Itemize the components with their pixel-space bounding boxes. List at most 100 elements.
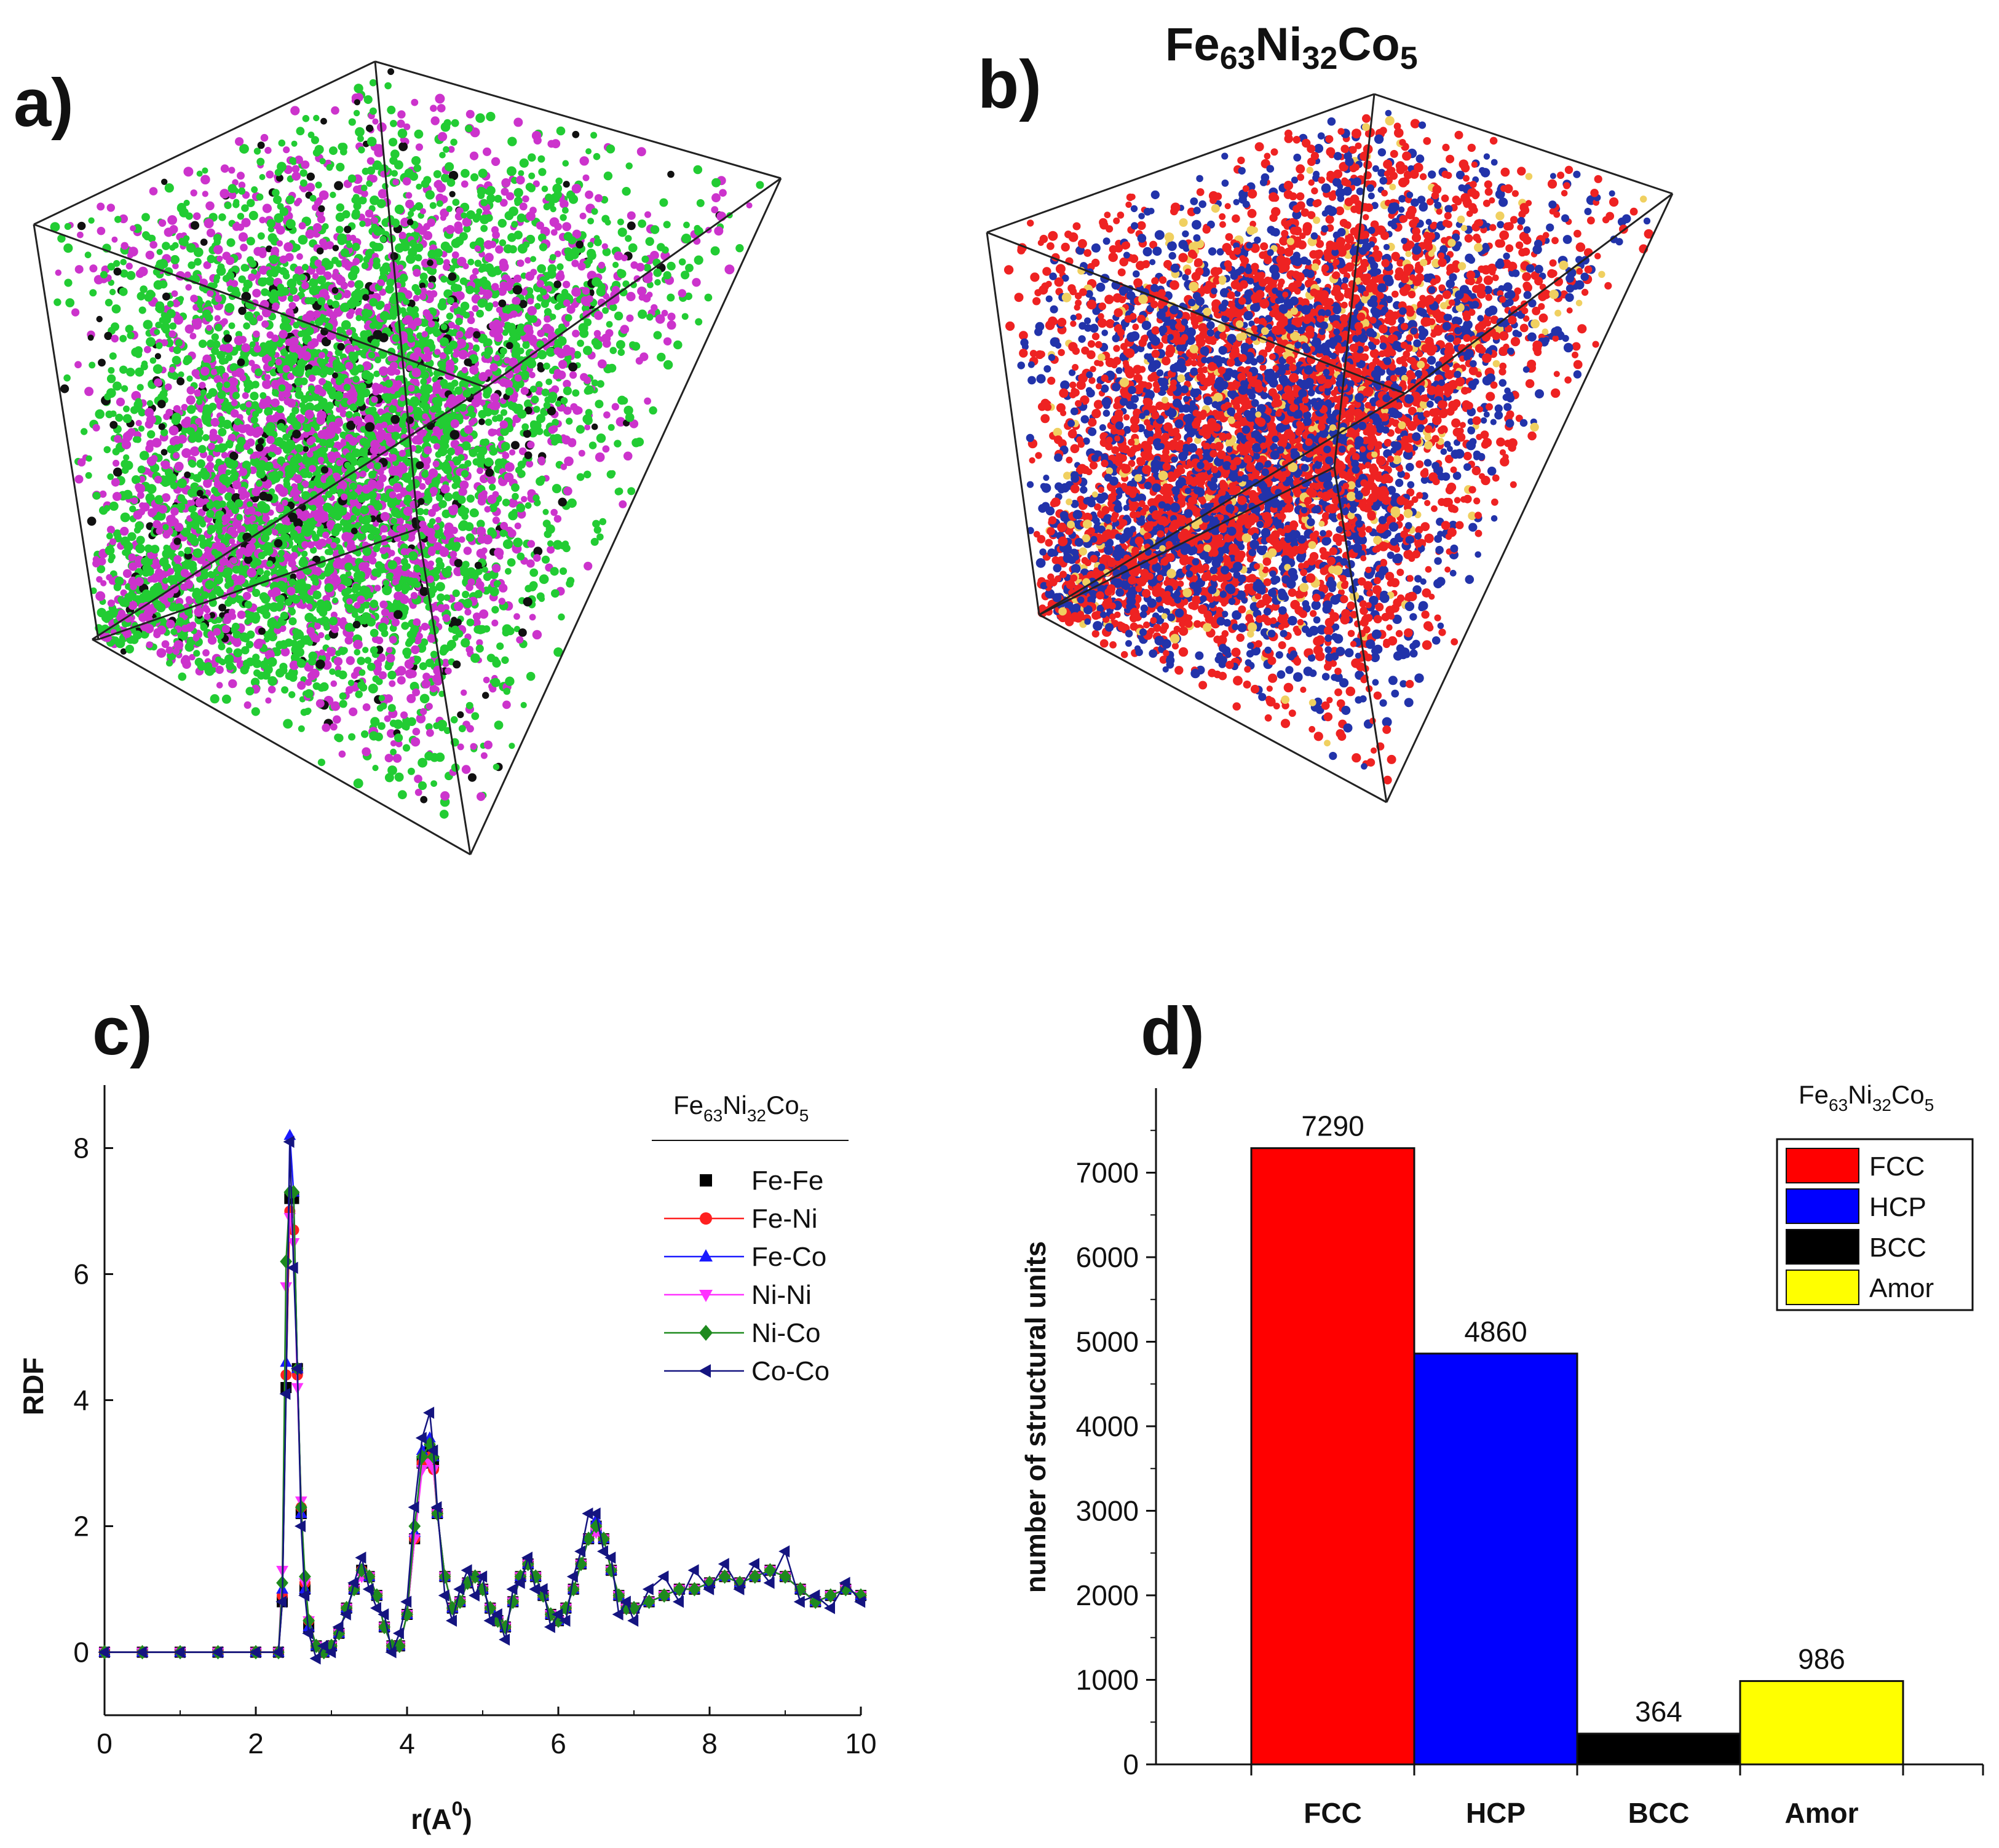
atom	[474, 590, 483, 598]
atom	[430, 105, 437, 112]
atom	[693, 165, 703, 175]
atom	[568, 194, 579, 204]
atom	[92, 491, 101, 500]
atom	[413, 618, 421, 626]
atom	[332, 597, 338, 604]
atom	[430, 650, 438, 658]
atom	[301, 282, 309, 290]
atom	[439, 647, 448, 656]
atom	[334, 181, 344, 191]
atom	[434, 349, 441, 355]
atom	[175, 339, 183, 347]
atom	[338, 143, 346, 151]
atom	[464, 460, 472, 467]
atom	[500, 348, 507, 355]
atom	[277, 488, 286, 496]
atom	[354, 602, 361, 609]
atom	[155, 322, 162, 329]
atom	[173, 452, 180, 459]
atom	[696, 199, 705, 207]
atom	[312, 534, 320, 542]
atom	[509, 449, 516, 456]
atom	[499, 529, 507, 537]
atom	[462, 263, 469, 270]
atom	[362, 647, 369, 654]
atom	[513, 613, 520, 620]
atom	[390, 518, 397, 524]
atom	[243, 701, 251, 709]
atom	[126, 270, 136, 280]
atom	[547, 545, 555, 554]
atom	[440, 810, 449, 819]
atom	[239, 403, 247, 411]
atom	[353, 778, 363, 789]
atom	[315, 181, 322, 189]
atom	[363, 95, 373, 105]
atom	[238, 187, 246, 195]
atom	[108, 367, 115, 374]
atom	[202, 649, 210, 657]
atom	[625, 413, 635, 422]
atom	[511, 483, 520, 492]
atom	[456, 338, 467, 349]
atom	[414, 202, 424, 211]
atom	[309, 277, 319, 288]
atom	[453, 446, 464, 456]
atom	[438, 132, 448, 141]
atom	[394, 160, 403, 170]
atom	[331, 625, 339, 633]
atom	[279, 255, 288, 264]
atom	[519, 202, 528, 211]
panel-a-label: a)	[14, 65, 74, 141]
atom	[354, 649, 361, 656]
atom	[304, 679, 312, 686]
atom	[87, 516, 97, 526]
atom	[550, 206, 556, 213]
atom	[508, 498, 518, 508]
atom	[196, 459, 206, 468]
atom	[550, 314, 556, 320]
atom	[371, 635, 380, 643]
atom	[602, 445, 610, 453]
atom	[477, 519, 485, 528]
atom	[465, 285, 475, 294]
atom	[156, 527, 163, 535]
atom	[641, 255, 649, 263]
atom	[393, 475, 400, 482]
atom	[329, 668, 336, 675]
atom	[135, 543, 145, 554]
atom	[587, 218, 594, 224]
atom	[126, 368, 135, 377]
atom	[343, 577, 352, 587]
atom	[237, 172, 245, 180]
atom	[136, 535, 145, 545]
atom	[225, 440, 234, 448]
atom	[336, 203, 344, 212]
atom	[627, 221, 636, 231]
atom	[99, 490, 107, 498]
atom	[261, 320, 269, 328]
atom	[391, 170, 398, 177]
atom	[281, 686, 289, 694]
atom	[248, 273, 256, 282]
atom	[472, 305, 479, 312]
atom	[451, 617, 457, 623]
atom	[205, 300, 212, 307]
atom	[344, 586, 352, 594]
atom	[378, 474, 387, 483]
atom	[495, 245, 504, 254]
atom	[253, 148, 261, 155]
atom	[372, 765, 379, 772]
atom	[593, 526, 601, 534]
atom	[458, 725, 466, 733]
atom	[119, 287, 128, 296]
atom	[681, 313, 689, 320]
atom	[135, 521, 144, 531]
atom	[168, 330, 176, 338]
atom	[582, 174, 590, 181]
atom	[394, 591, 403, 601]
atom	[434, 532, 441, 539]
atom	[397, 119, 405, 128]
atom	[116, 397, 125, 407]
atom	[183, 167, 194, 177]
